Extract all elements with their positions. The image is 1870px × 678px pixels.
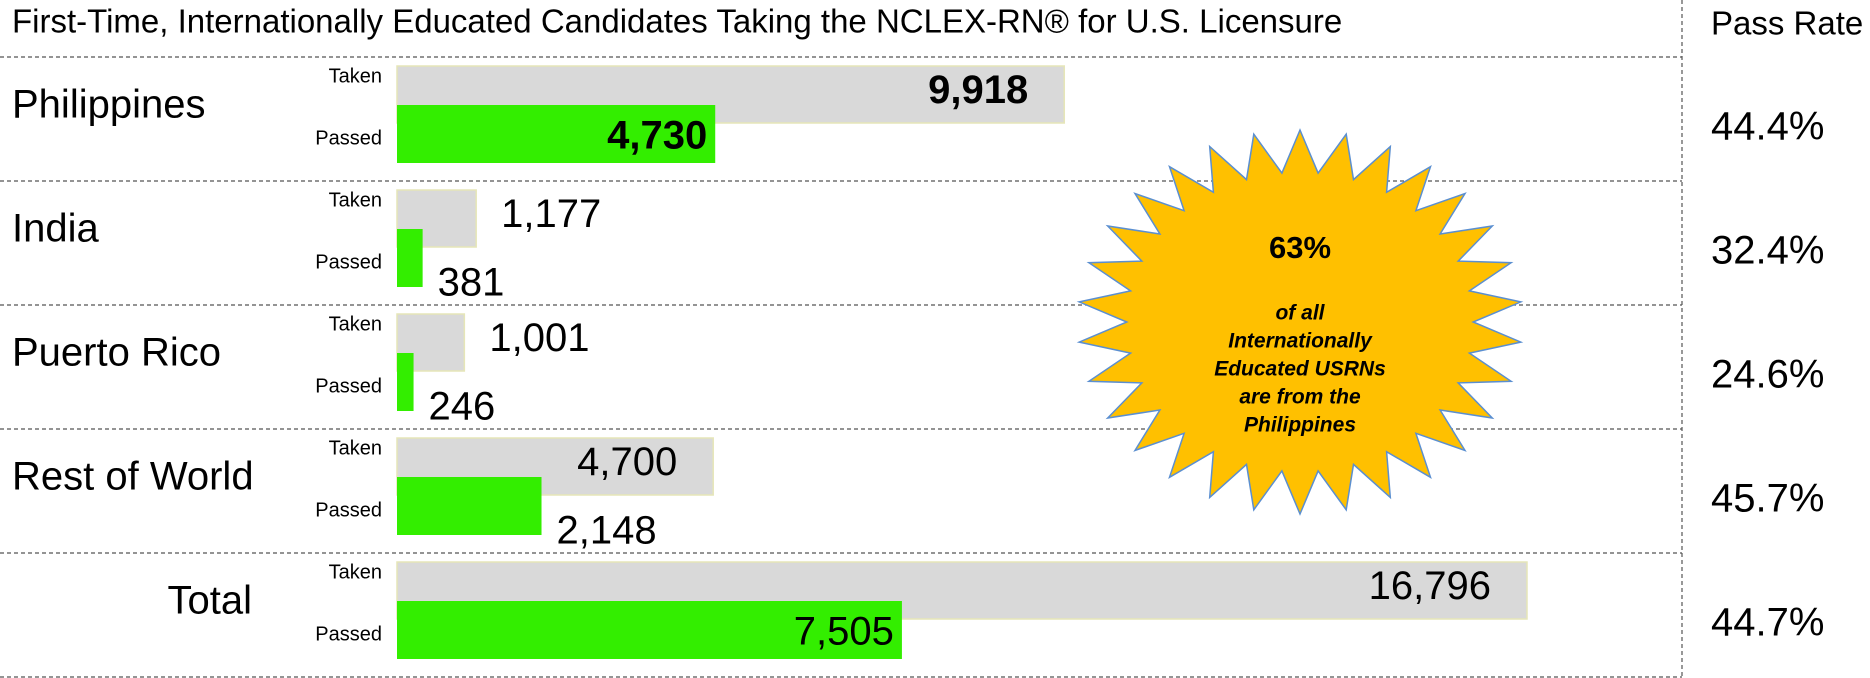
- value-label: 4,700: [577, 440, 677, 484]
- bar: [396, 189, 477, 248]
- series-label: Taken: [329, 189, 382, 211]
- value-label: 381: [438, 261, 505, 305]
- bar: [397, 477, 542, 535]
- pass-rate: 44.4%: [1711, 105, 1824, 149]
- category-label: India: [12, 207, 99, 251]
- category-label: Rest of World: [12, 455, 254, 499]
- chart-title: First-Time, Internationally Educated Can…: [12, 3, 1342, 40]
- callout-text: Philippines: [1244, 414, 1356, 437]
- pass-rate: 44.7%: [1711, 601, 1824, 645]
- series-label: Taken: [329, 561, 382, 583]
- bar: [397, 105, 716, 163]
- value-label: 1,001: [489, 316, 589, 360]
- series-label: Passed: [315, 127, 382, 149]
- callout-text: 63%: [1269, 230, 1331, 265]
- value-label: 9,918: [928, 68, 1028, 112]
- series-label: Taken: [329, 65, 382, 87]
- value-label: 246: [429, 385, 496, 429]
- series-label: Taken: [329, 437, 382, 459]
- callout-text: of all: [1275, 302, 1325, 325]
- value-label: 16,796: [1369, 564, 1491, 608]
- series-label: Passed: [315, 375, 382, 397]
- pass-rate: 24.6%: [1711, 353, 1824, 397]
- series-label: Taken: [329, 313, 382, 335]
- pass-rate: 45.7%: [1711, 477, 1824, 521]
- value-label: 4,730: [607, 114, 707, 158]
- column-header: Pass Rate: [1711, 5, 1863, 42]
- bar: [397, 601, 902, 659]
- callout-text: are from the: [1239, 386, 1361, 409]
- callout-text: Educated USRNs: [1214, 358, 1386, 381]
- category-label: Puerto Rico: [12, 331, 221, 375]
- category-label: Total: [168, 579, 253, 623]
- bar: [397, 229, 423, 287]
- starburst: [1076, 128, 1524, 516]
- value-label: 1,177: [501, 192, 601, 236]
- pass-rate: 32.4%: [1711, 229, 1824, 273]
- callout-text: Internationally: [1228, 330, 1373, 353]
- series-label: Passed: [315, 251, 382, 273]
- bar: [397, 353, 414, 411]
- value-label: 7,505: [794, 610, 894, 654]
- value-label: 2,148: [557, 509, 657, 553]
- category-label: Philippines: [12, 83, 205, 127]
- series-label: Passed: [315, 499, 382, 521]
- series-label: Passed: [315, 623, 382, 645]
